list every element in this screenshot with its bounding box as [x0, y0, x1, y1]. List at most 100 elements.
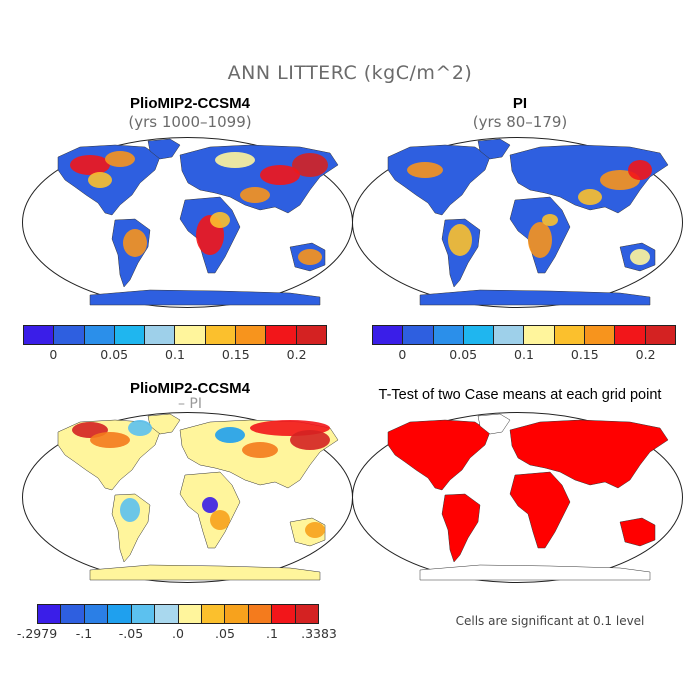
colorbar-tick-label: .0	[172, 626, 184, 641]
colorbar-tick-label: 0.15	[570, 347, 599, 362]
colorbar-swatch	[83, 604, 109, 624]
colorbar-diff-ticks: -.2979 -.1 -.05 .0 .05 .1 .3383	[17, 626, 337, 644]
colorbar-swatch	[584, 325, 616, 345]
map-ttest-content	[352, 412, 683, 583]
colorbar-swatch	[83, 325, 115, 345]
continent-antarctica	[89, 564, 321, 581]
colorbar-tick-label: -.05	[118, 626, 144, 641]
map-value-patch	[448, 224, 472, 256]
colorbar-tick-label: 0.2	[286, 347, 307, 362]
colorbar-pi	[372, 325, 676, 345]
continent-samerica	[441, 493, 481, 563]
significance-note: Cells are significant at 0.1 level	[455, 614, 645, 628]
colorbar-swatch	[53, 325, 85, 345]
colorbar-ccsm4-ticks: 0 0.05 0.1 0.15 0.2	[23, 347, 327, 365]
map-ccsm4-content	[22, 137, 353, 308]
panel3-title: PlioMIP2-CCSM4	[129, 380, 250, 397]
colorbar-swatch	[265, 325, 297, 345]
continent-greenland	[147, 138, 181, 160]
map-value-patch	[292, 153, 328, 177]
map-pi	[352, 137, 683, 308]
continent-antarctica	[89, 289, 321, 306]
map-value-patch	[70, 155, 110, 175]
panel1-subtitle: (yrs 1000–1099)	[128, 113, 252, 131]
map-value-patch	[290, 430, 330, 450]
continent-eurasia	[509, 144, 669, 214]
map-value-patch	[215, 427, 245, 443]
colorbar-tick-label: 0.1	[165, 347, 185, 362]
map-value-patch	[105, 151, 135, 167]
colorbar-tick-label: -.1	[75, 626, 93, 641]
map-value-patch	[210, 510, 230, 530]
colorbar-tick-label: 0	[49, 347, 58, 362]
map-value-patch	[120, 498, 140, 522]
colorbar-tick-label: .05	[215, 626, 235, 641]
colorbar-swatch	[200, 604, 226, 624]
colorbar-swatch	[177, 604, 202, 624]
map-value-patch	[88, 172, 112, 188]
map-ccsm4	[22, 137, 353, 308]
continent-eurasia	[509, 419, 669, 489]
colorbar-tick-label: 0.1	[514, 347, 534, 362]
continent-greenland	[477, 413, 511, 435]
continent-greenland	[477, 138, 511, 160]
map-value-patch	[202, 497, 218, 513]
colorbar-tick-label: 0.15	[221, 347, 250, 362]
continent-namerica	[387, 419, 491, 491]
colorbar-swatch	[294, 604, 320, 624]
colorbar-swatch	[235, 325, 267, 345]
colorbar-tick-label: 0.2	[635, 347, 656, 362]
map-value-patch	[215, 152, 255, 168]
map-value-patch	[240, 187, 270, 203]
colorbar-tick-label: 0.05	[100, 347, 129, 362]
colorbar-swatch	[130, 604, 156, 624]
continent-antarctica	[419, 289, 651, 306]
map-value-patch	[260, 165, 300, 185]
colorbar-swatch	[402, 325, 434, 345]
colorbar-swatch	[271, 604, 296, 624]
colorbar-swatch	[60, 604, 85, 624]
colorbar-swatch	[614, 325, 646, 345]
colorbar-swatch	[224, 604, 249, 624]
map-value-patch	[628, 160, 652, 180]
map-value-patch	[128, 420, 152, 436]
map-value-patch	[578, 189, 602, 205]
colorbar-tick-label: 0	[398, 347, 407, 362]
map-value-patch	[528, 222, 552, 258]
colorbar-swatch	[462, 325, 495, 345]
colorbar-swatch	[154, 604, 179, 624]
colorbar-swatch	[372, 325, 404, 345]
colorbar-swatch	[553, 325, 586, 345]
map-diff	[22, 412, 353, 583]
panel2-title: PI	[512, 95, 528, 112]
panel3-subtitle: – PI	[177, 396, 203, 412]
colorbar-swatch	[174, 325, 206, 345]
map-value-patch	[542, 214, 558, 226]
continent-antarctica	[419, 564, 651, 581]
colorbar-pi-ticks: 0 0.05 0.1 0.15 0.2	[372, 347, 676, 365]
continent-australia	[619, 517, 656, 547]
map-value-patch	[210, 212, 230, 228]
colorbar-swatch	[644, 325, 676, 345]
colorbar-swatch	[493, 325, 525, 345]
colorbar-ccsm4	[23, 325, 327, 345]
continent-namerica	[387, 144, 491, 216]
map-value-patch	[407, 162, 443, 178]
map-pi-content	[352, 137, 683, 308]
colorbar-swatch	[247, 604, 273, 624]
colorbar-swatch	[432, 325, 464, 345]
panel4-title: T-Test of two Case means at each grid po…	[378, 387, 662, 403]
map-value-patch	[123, 229, 147, 257]
map-value-patch	[305, 522, 325, 538]
colorbar-swatch	[204, 325, 237, 345]
colorbar-swatch	[523, 325, 555, 345]
map-value-patch	[90, 432, 130, 448]
colorbar-tick-label: 0.05	[449, 347, 478, 362]
colorbar-swatch	[107, 604, 132, 624]
figure-title: ANN LITTERC (kgC/m^2)	[227, 62, 473, 84]
colorbar-swatch	[23, 325, 55, 345]
map-value-patch	[242, 442, 278, 458]
continent-africa	[509, 471, 571, 549]
map-value-patch	[630, 249, 650, 265]
colorbar-swatch	[37, 604, 62, 624]
